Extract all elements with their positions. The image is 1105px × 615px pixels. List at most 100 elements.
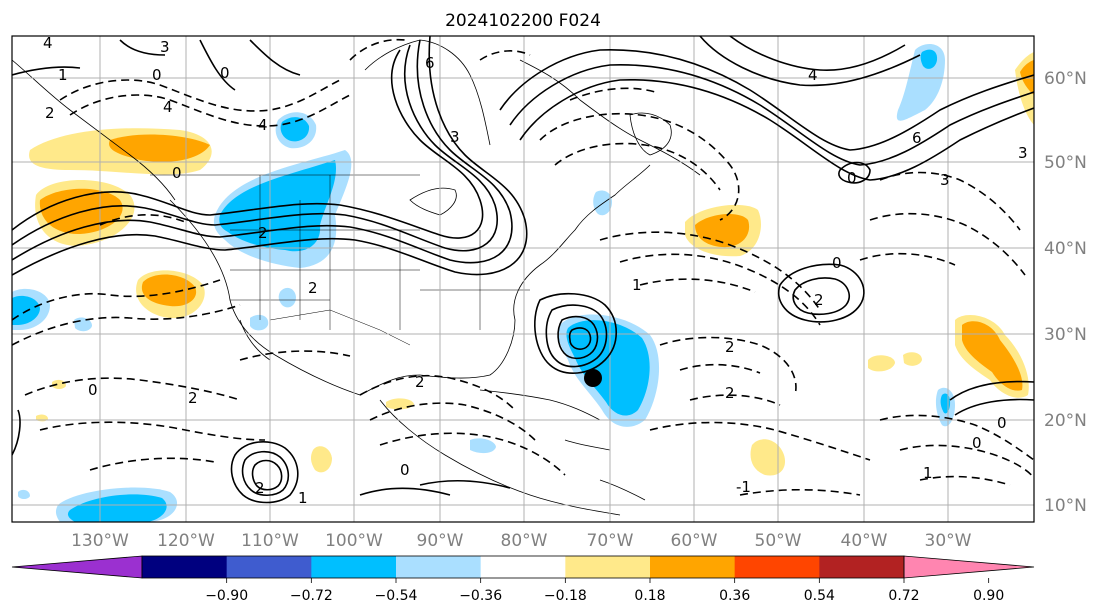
contour-label: 4: [163, 98, 173, 116]
contour-label: 3: [1018, 144, 1028, 162]
positive-contours: [12, 36, 1034, 504]
colorbar-tick-labels: −0.90 −0.72 −0.54 −0.36 −0.18 0.18 0.36 0.54 0.7…: [205, 578, 1004, 604]
longitude-label: 90°W: [417, 531, 464, 551]
contour-label: 2: [725, 338, 735, 356]
contour-label: 4: [808, 66, 818, 84]
latitude-label: 10°N: [1044, 496, 1087, 516]
contour-label: 0: [400, 461, 410, 479]
latitude-label: 50°N: [1044, 153, 1087, 173]
longitude-label: 30°W: [925, 531, 972, 551]
contour-label: -1: [736, 478, 751, 496]
positive-anomaly-region: [310, 446, 332, 473]
colorbar-segment: [311, 556, 397, 578]
negative-anomaly-region: [67, 494, 167, 522]
colorbar-tick-label: 0.36: [719, 588, 750, 604]
negative-anomaly-region: [920, 49, 938, 69]
contour-label: 1: [298, 489, 308, 507]
contour-label: 0: [88, 381, 98, 399]
contour-label: 2: [814, 291, 824, 309]
longitude-label: 50°W: [755, 531, 802, 551]
positive-anomaly-region: [750, 439, 786, 476]
contour-label: 1: [923, 464, 933, 482]
colorbar-tick-label: −0.90: [205, 588, 248, 604]
contour-label: 6: [425, 54, 435, 72]
longitude-label: 120°W: [157, 531, 215, 551]
negative-anomaly-region: [566, 320, 650, 416]
longitude-label: 40°W: [841, 531, 888, 551]
colorbar-segment: [819, 556, 905, 578]
contour-label: 3: [160, 38, 170, 56]
colorbar-tick-label: 0.90: [973, 588, 1004, 604]
negative-anomaly-region: [593, 190, 612, 216]
figure-title: 2024102200 F024: [445, 11, 601, 31]
contour-label: 1: [632, 276, 642, 294]
contour-label: 0: [220, 64, 230, 82]
colorbar-tick-label: 0.18: [634, 588, 665, 604]
contour-label: 0: [832, 254, 842, 272]
contour-label: 2: [308, 279, 318, 297]
colorbar-tick-label: −0.36: [459, 588, 502, 604]
contour-label: 4: [43, 34, 53, 52]
latitude-label: 60°N: [1044, 69, 1087, 89]
colorbar-segment: [396, 556, 482, 578]
contour-label: 2: [255, 479, 265, 497]
colorbar-extend-min: [11, 555, 143, 579]
contour-label: 2: [45, 104, 55, 122]
colorbar-segment: [650, 556, 736, 578]
positive-anomaly-region: [903, 352, 922, 366]
colorbar-segment: [734, 556, 820, 578]
positive-anomaly-region: [52, 379, 66, 389]
negative-anomaly-region: [278, 287, 296, 308]
colorbar-tick-label: 0.54: [804, 588, 835, 604]
colorbar-segment: [226, 556, 312, 578]
map-border: [11, 35, 1035, 523]
colorbar-tick-label: 0.72: [888, 588, 919, 604]
contour-label: 2: [258, 224, 268, 242]
colorbar-tick-label: −0.18: [544, 588, 587, 604]
latitude-label: 40°N: [1044, 239, 1087, 259]
map-panel: 4 3 1 0 0 2 4 4 6 3 0 2 2 1 2 2 0 2 2 0 …: [12, 34, 1034, 522]
contour-label: 4: [258, 116, 268, 134]
contour-labels: 4 3 1 0 0 2 4 4 6 3 0 2 2 1 2 2 0 2 2 0 …: [43, 34, 1028, 507]
positive-anomaly-region: [109, 134, 210, 162]
latitude-label: 30°N: [1044, 325, 1087, 345]
latitude-labels: 60°N 50°N 40°N 30°N 20°N 10°N: [1044, 69, 1087, 516]
colorbar-segment: [480, 556, 566, 578]
negative-anomaly-region: [18, 489, 30, 499]
colorbar-tick-label: −0.54: [375, 588, 418, 604]
contour-label: 0: [172, 164, 182, 182]
longitude-label: 110°W: [241, 531, 299, 551]
positive-anomaly-region: [962, 321, 1023, 391]
contour-label: 2: [415, 373, 425, 391]
negative-contours: [12, 38, 1034, 496]
contour-label: 1: [58, 66, 68, 84]
contour-label: 0: [847, 169, 857, 187]
colorbar: [11, 555, 1035, 579]
contour-label: 6: [912, 129, 922, 147]
contour-label: 3: [450, 128, 460, 146]
longitude-label: 60°W: [671, 531, 718, 551]
longitude-label: 80°W: [501, 531, 548, 551]
colorbar-segment: [565, 556, 651, 578]
longitude-labels: 130°W 120°W 110°W 100°W 90°W 80°W 70°W 60°W 50°W…: [71, 531, 972, 551]
colorbar-extend-max: [903, 555, 1035, 579]
contour-label: 0: [152, 66, 162, 84]
contour-label: 3: [940, 171, 950, 189]
colorbar-segment: [142, 556, 228, 578]
longitude-label: 100°W: [325, 531, 383, 551]
contour-label: 0: [972, 434, 982, 452]
contour-label: 0: [997, 414, 1007, 432]
storm-center-marker: [584, 369, 602, 387]
anomaly-shading: [12, 44, 1034, 522]
latitude-label: 20°N: [1044, 411, 1087, 431]
longitude-label: 130°W: [71, 531, 129, 551]
coastlines: [12, 39, 701, 516]
colorbar-tick-label: −0.72: [290, 588, 333, 604]
positive-anomaly-region: [141, 274, 197, 307]
contour-label: 2: [725, 384, 735, 402]
positive-anomaly-region: [868, 355, 895, 372]
colorbar-outline: [141, 555, 905, 579]
negative-anomaly-region: [250, 314, 269, 331]
negative-anomaly-region: [470, 438, 496, 454]
